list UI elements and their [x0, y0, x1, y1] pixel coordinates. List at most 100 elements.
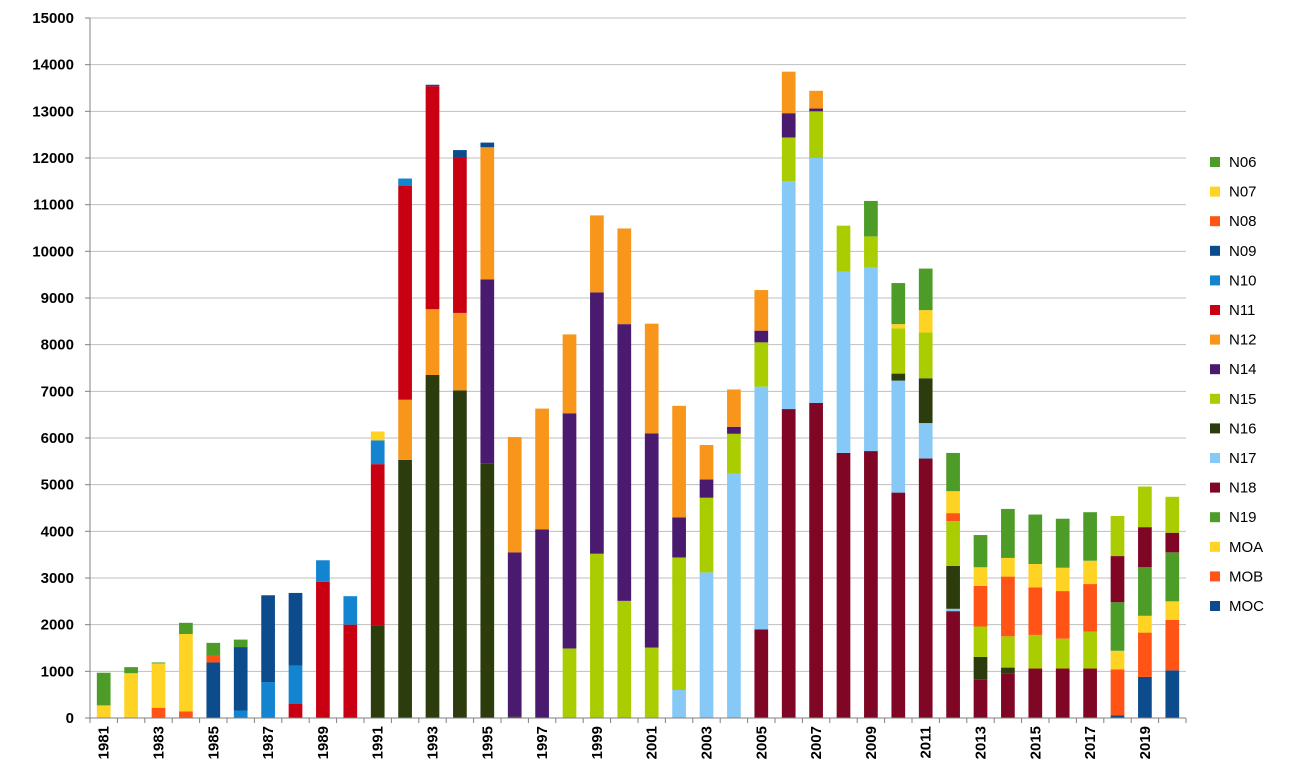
bar-segment-n09-1988 — [288, 592, 303, 666]
legend-label: N17 — [1229, 450, 1257, 467]
bar-segment-n15-2009 — [864, 236, 878, 268]
bar-segment-n15-2018 — [1110, 515, 1125, 557]
bar-segment-n15-2017 — [1083, 631, 1097, 669]
bar-segment-n16-1996 — [507, 716, 522, 718]
legend-item-n19: N19 — [1210, 509, 1257, 526]
bar-segment-n08-2012 — [946, 513, 960, 522]
bar-segment-n06-2016 — [1055, 518, 1070, 568]
y-tick-label: 9000 — [41, 290, 74, 307]
legend-swatch — [1210, 393, 1220, 404]
bar-segment-n16-2012 — [946, 565, 960, 609]
bars — [96, 71, 1180, 718]
legend-label: N12 — [1229, 332, 1257, 349]
bar-segment-n18-2016 — [1055, 668, 1070, 718]
bar-segment-n11-1991 — [370, 464, 385, 626]
legend-swatch — [1210, 216, 1220, 227]
axes — [85, 17, 1187, 723]
y-tick-label: 4000 — [41, 523, 74, 540]
bar-segment-n12-2006 — [781, 71, 796, 114]
bar-segment-n12-1997 — [535, 408, 549, 530]
legend-swatch — [1210, 453, 1220, 463]
bar-segment-n11-1993 — [425, 86, 440, 310]
bar-segment-n18-2007 — [809, 403, 823, 718]
bar-segment-n09-1986 — [233, 647, 248, 711]
x-tick-label: 2003 — [699, 726, 716, 759]
legend-swatch — [1210, 541, 1220, 552]
bar-segment-n19-2020 — [1165, 552, 1180, 602]
bar-segment-n12-1998 — [562, 334, 577, 414]
bar-segment-moa-2019 — [1138, 615, 1152, 633]
legend-item-n14: N14 — [1210, 361, 1257, 378]
y-tick-label: 1000 — [41, 663, 74, 680]
bar-segment-n07-1982 — [124, 673, 138, 718]
legend-label: N10 — [1229, 272, 1257, 289]
legend-swatch — [1210, 482, 1220, 493]
x-tick-label: 1991 — [370, 726, 387, 759]
legend-swatch — [1210, 423, 1220, 434]
y-tick-label: 8000 — [41, 337, 74, 354]
y-tick-label: 6000 — [41, 430, 74, 447]
legend-label: N19 — [1229, 509, 1257, 526]
bar-segment-n16-1991 — [370, 625, 385, 718]
bar-segment-n17-2011 — [918, 423, 933, 459]
bar-segment-n07-2015 — [1028, 564, 1043, 588]
bar-segment-n06-2010 — [891, 283, 906, 325]
bar-segment-n08-1983 — [151, 707, 166, 718]
bar-segment-n12-2005 — [754, 290, 769, 331]
bar-segment-n15-2001 — [644, 647, 659, 718]
legend-item-n06: N06 — [1210, 154, 1257, 171]
x-tick-label: 1987 — [260, 726, 277, 759]
bar-segment-n18-2013 — [973, 679, 988, 718]
bar-segment-n12-2003 — [699, 445, 714, 480]
legend-swatch — [1210, 364, 1220, 375]
bar-segment-n12-1993 — [425, 309, 440, 375]
x-tick-label: 2017 — [1082, 726, 1099, 759]
legend-item-moa: MOA — [1210, 539, 1263, 556]
legend-item-n12: N12 — [1210, 332, 1257, 349]
bar-segment-n15-2000 — [617, 600, 632, 718]
bar-segment-n15-2011 — [918, 332, 933, 379]
legend-label: N09 — [1229, 243, 1257, 260]
legend-swatch — [1210, 571, 1220, 582]
bar-segment-n09-1994 — [453, 150, 467, 158]
x-tick-label: 2019 — [1137, 726, 1154, 759]
bar-segment-n14-1996 — [507, 552, 522, 717]
bar-segment-n06-1981 — [96, 672, 111, 706]
bar-segment-n09-1985 — [206, 662, 221, 718]
legend-item-n18: N18 — [1210, 480, 1257, 497]
bar-segment-n15-2008 — [836, 225, 851, 272]
y-tick-label: 14000 — [32, 57, 74, 74]
bar-segment-n14-1997 — [535, 529, 549, 718]
legend-swatch — [1210, 512, 1220, 523]
y-tick-label: 7000 — [41, 383, 74, 400]
legend-swatch — [1210, 334, 1220, 345]
bar-segment-n15-2014 — [1001, 636, 1015, 668]
bar-segment-n16-2013 — [973, 656, 988, 680]
bar-segment-n06-1983 — [151, 662, 166, 664]
x-tick-label: 1997 — [534, 726, 551, 759]
x-tick-label: 2011 — [918, 726, 935, 759]
x-tick-label: 2001 — [644, 726, 661, 759]
bar-segment-n18-2011 — [918, 458, 933, 718]
bar-segment-n17-2002 — [672, 690, 686, 718]
bar-segment-n17-2004 — [727, 473, 741, 718]
bar-segment-n17-2006 — [781, 181, 796, 410]
legend-item-n10: N10 — [1210, 272, 1257, 289]
bar-segment-n06-2009 — [864, 200, 878, 237]
bar-segment-n07-2011 — [918, 310, 933, 333]
bar-segment-n15-2004 — [727, 433, 741, 474]
y-tick-label: 15000 — [32, 10, 74, 27]
bar-segment-n11-1990 — [343, 624, 358, 718]
bar-segment-n10-1988 — [288, 665, 303, 704]
bar-segment-n14-2001 — [644, 433, 659, 648]
bar-segment-n10-1986 — [233, 710, 248, 718]
legend-swatch — [1210, 305, 1220, 315]
bar-segment-n14-1999 — [590, 292, 604, 554]
legend-label: N06 — [1229, 154, 1257, 171]
x-axis-tick-labels: 1981 1983 1985 1987 1989 1991 1993 1995 1997 1999… — [96, 726, 1154, 759]
bar-segment-n16-1993 — [425, 375, 440, 718]
bar-segment-n15-2019 — [1138, 486, 1152, 528]
bar-segment-n10-1987 — [261, 682, 275, 718]
bar-segment-n08-2013 — [973, 585, 988, 627]
